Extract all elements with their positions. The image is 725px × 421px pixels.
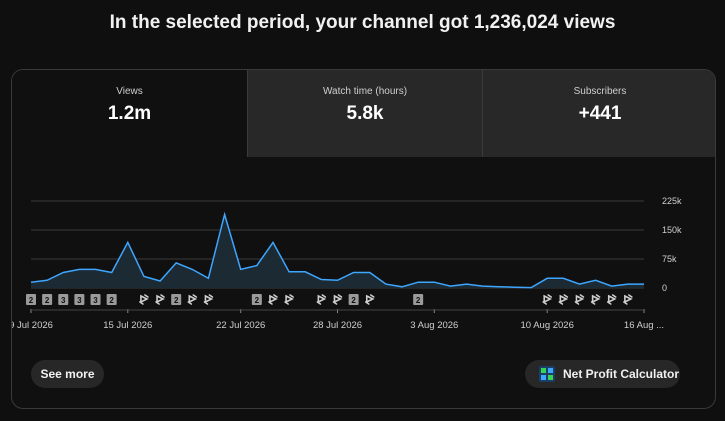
y-tick-label: 0 bbox=[662, 283, 667, 293]
shorts-icon bbox=[332, 294, 343, 305]
metric-tabs: Views 1.2m Watch time (hours) 5.8k Subsc… bbox=[12, 70, 715, 157]
upload-count-text: 2 bbox=[351, 296, 356, 305]
shorts-icon bbox=[558, 294, 569, 305]
x-tick-label: 28 Jul 2026 bbox=[313, 320, 362, 331]
x-tick-label: 10 Aug 2026 bbox=[521, 320, 574, 331]
shorts-icon bbox=[203, 294, 214, 305]
upload-count-text: 3 bbox=[93, 296, 98, 305]
shorts-icon bbox=[155, 294, 165, 305]
shorts-icon bbox=[364, 294, 375, 305]
tab-subscribers[interactable]: Subscribers +441 bbox=[482, 70, 715, 157]
upload-count-badge bbox=[42, 294, 53, 305]
shorts-icon bbox=[606, 294, 617, 305]
x-tick-label: 15 Jul 2026 bbox=[103, 320, 152, 331]
shorts-icon bbox=[316, 294, 327, 305]
upload-count-badge bbox=[171, 294, 182, 305]
x-tick-label: 16 Aug ... bbox=[624, 320, 664, 331]
analytics-card: Views 1.2m Watch time (hours) 5.8k Subsc… bbox=[11, 69, 716, 409]
upload-count-badge bbox=[58, 294, 69, 305]
shorts-icon bbox=[284, 294, 294, 305]
tab-subscribers-label: Subscribers bbox=[573, 86, 627, 97]
net-profit-calculator-button[interactable]: Net Profit Calculator bbox=[525, 360, 680, 388]
shorts-icon bbox=[542, 294, 553, 305]
upload-count-text: 2 bbox=[416, 296, 421, 305]
net-profit-calculator-label: Net Profit Calculator bbox=[563, 367, 680, 381]
shorts-icon bbox=[139, 294, 149, 305]
tab-watch-time-value: 5.8k bbox=[346, 103, 384, 124]
y-tick-label: 150k bbox=[662, 225, 682, 235]
calculator-logo-icon bbox=[539, 366, 555, 382]
upload-count-badge bbox=[90, 294, 101, 305]
upload-count-badge bbox=[74, 294, 85, 305]
x-tick-label: 3 Aug 2026 bbox=[410, 320, 458, 331]
upload-count-text: 2 bbox=[174, 296, 179, 305]
shorts-icon bbox=[187, 294, 198, 305]
upload-count-badge bbox=[413, 294, 424, 305]
tab-watch-time[interactable]: Watch time (hours) 5.8k bbox=[247, 70, 482, 157]
tab-views-value: 1.2m bbox=[107, 103, 152, 124]
upload-count-text: 3 bbox=[61, 296, 66, 305]
views-area bbox=[31, 214, 644, 288]
upload-count-text: 2 bbox=[45, 296, 50, 305]
shorts-icon bbox=[574, 294, 585, 305]
y-tick-label: 75k bbox=[662, 254, 677, 264]
views-chart: 0 75k 150k 225k 2 2 3 3 3 2 2 2 2 2 9 Jul 2026 15 Jul 2… bbox=[12, 196, 682, 331]
upload-count-badge bbox=[26, 294, 36, 305]
shorts-icon bbox=[590, 294, 601, 305]
upload-count-badge bbox=[106, 294, 117, 305]
upload-count-text: 2 bbox=[255, 296, 260, 305]
y-tick-label: 225k bbox=[662, 196, 682, 206]
tab-subscribers-value: +441 bbox=[578, 103, 622, 124]
tab-views[interactable]: Views 1.2m bbox=[12, 70, 247, 157]
x-tick-label: 22 Jul 2026 bbox=[216, 320, 265, 331]
see-more-button[interactable]: See more bbox=[31, 360, 104, 388]
upload-count-badge bbox=[348, 294, 359, 305]
upload-count-text: 3 bbox=[77, 296, 82, 305]
shorts-icon bbox=[623, 294, 633, 305]
tab-views-label: Views bbox=[116, 86, 143, 97]
x-tick-label: 9 Jul 2026 bbox=[12, 320, 53, 331]
upload-count-badge bbox=[251, 294, 262, 305]
upload-count-text: 2 bbox=[29, 296, 34, 305]
period-summary-headline: In the selected period, your channel got… bbox=[109, 12, 616, 33]
tab-watch-time-label: Watch time (hours) bbox=[322, 86, 408, 97]
views-line bbox=[30, 211, 644, 289]
shorts-icon bbox=[268, 294, 278, 305]
upload-count-text: 2 bbox=[109, 296, 114, 305]
